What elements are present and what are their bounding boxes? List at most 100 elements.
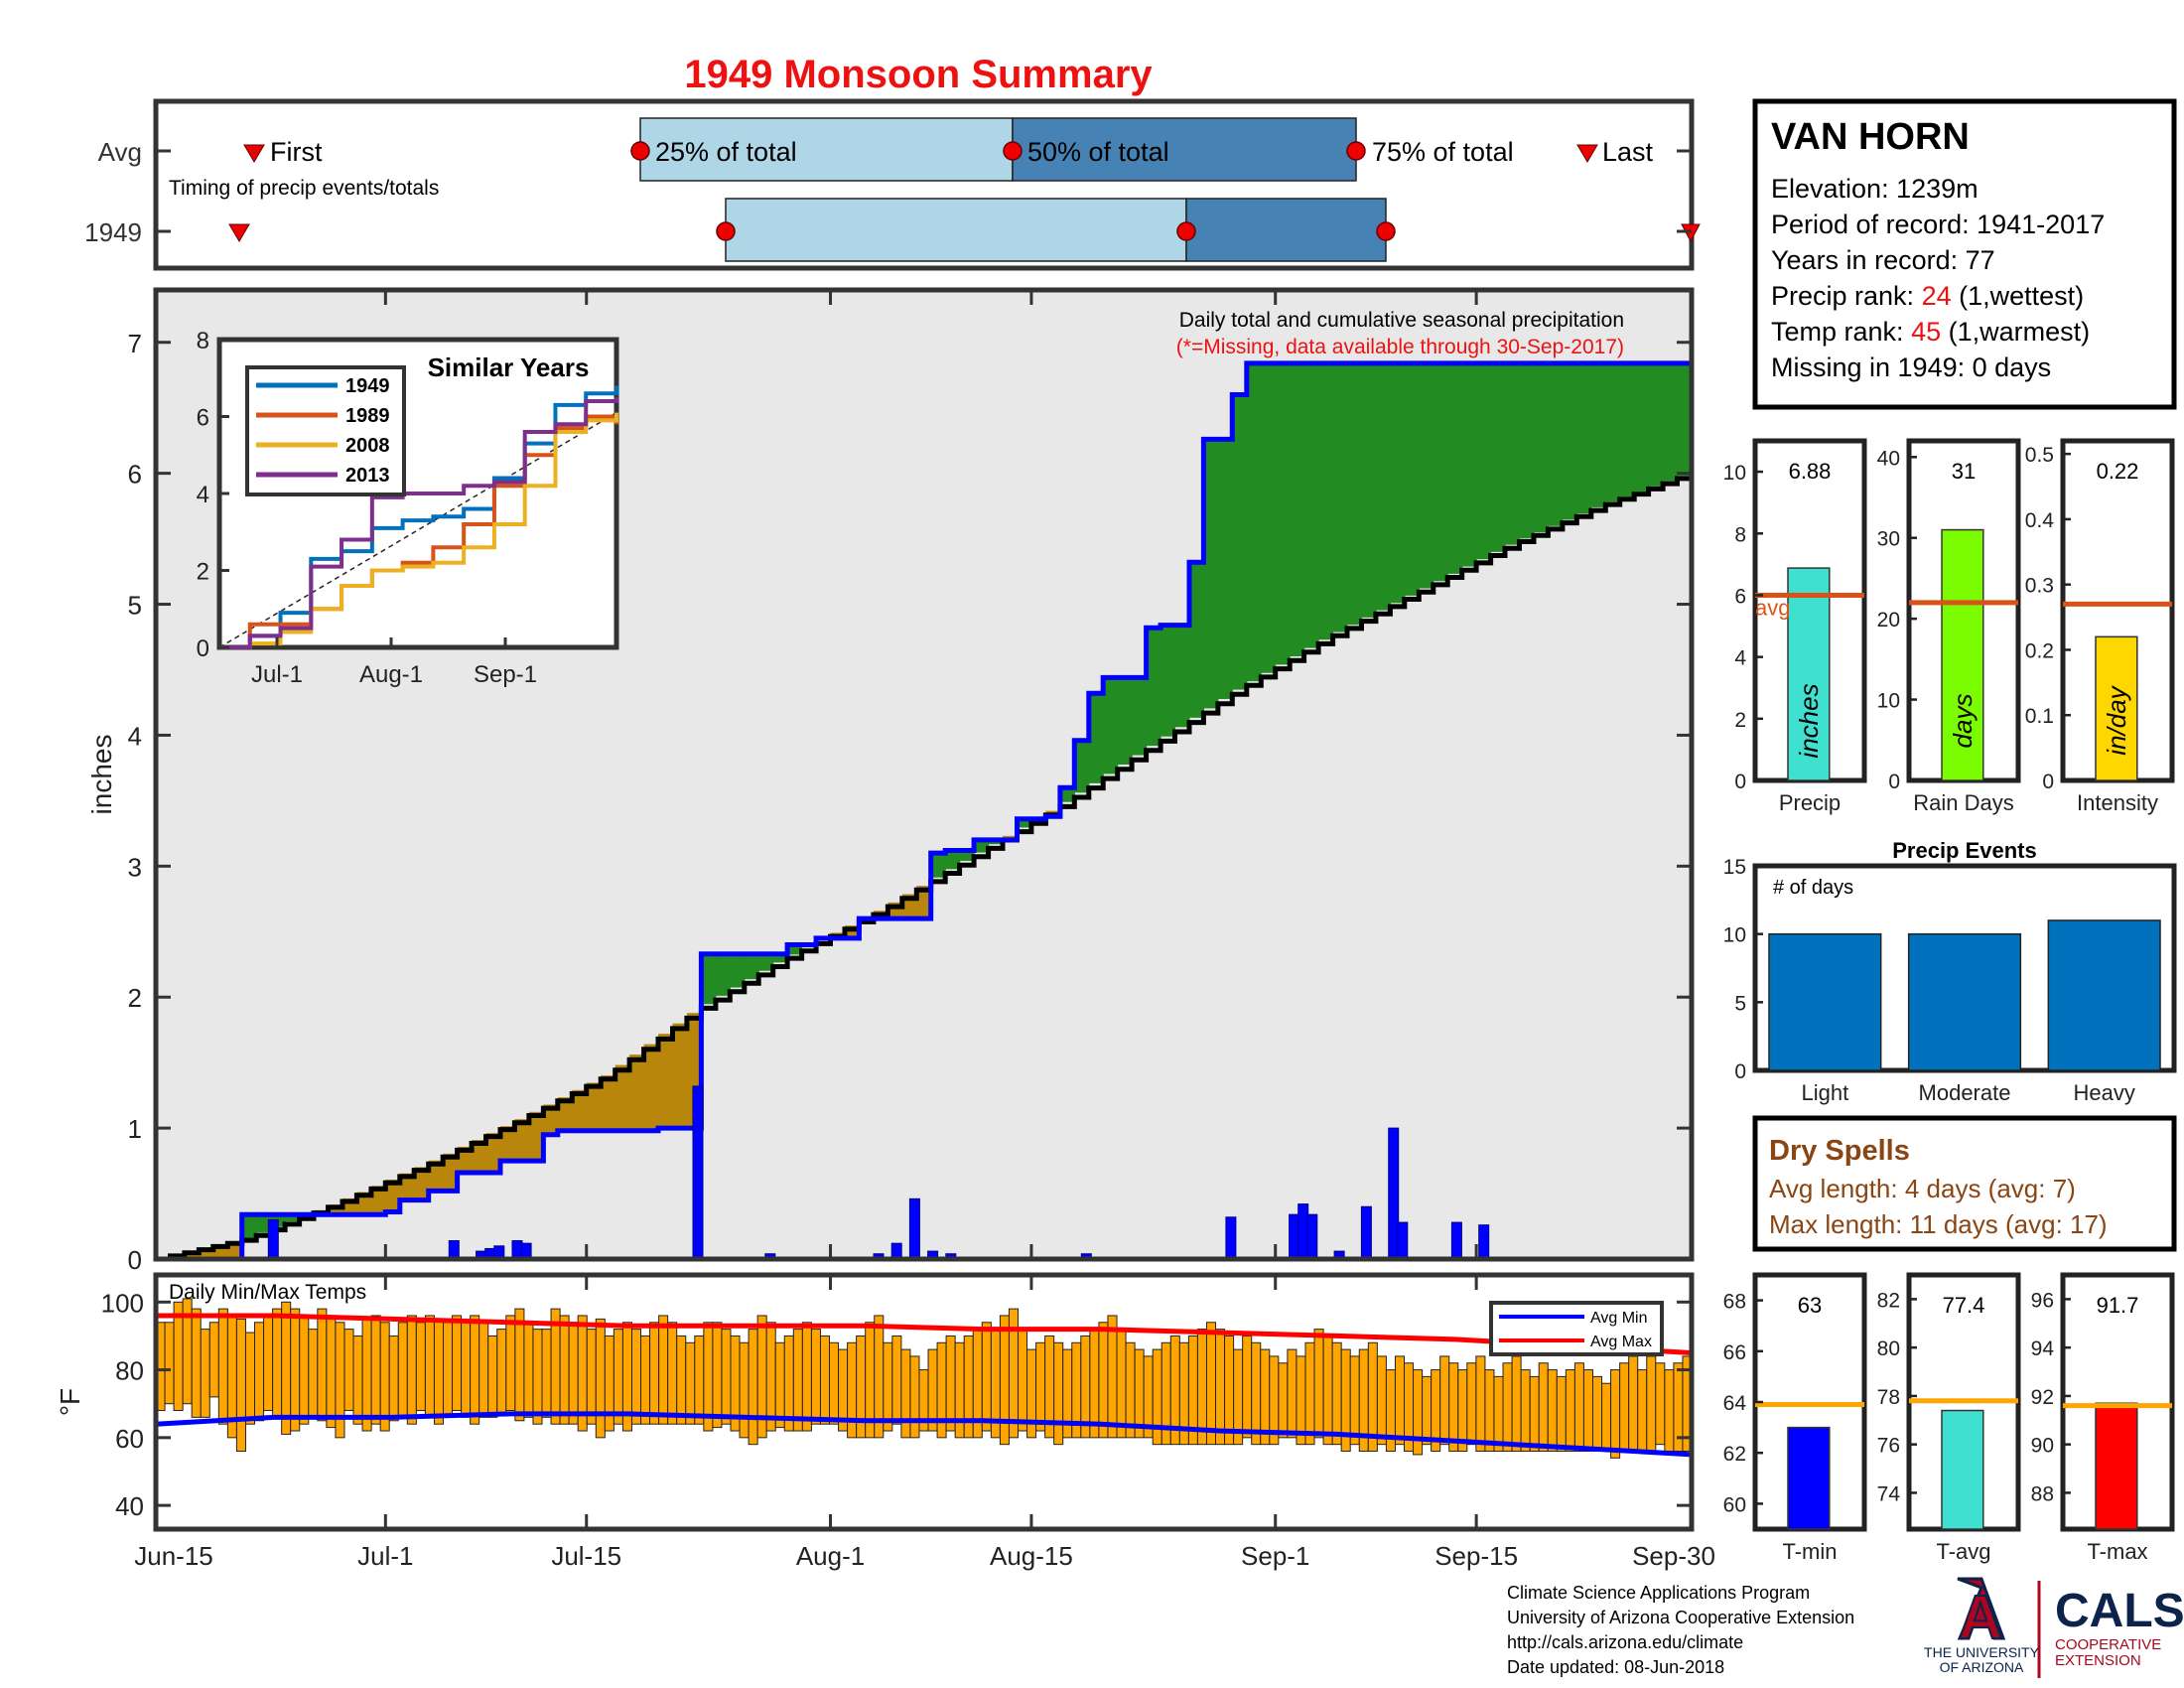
daily-temp-bar	[433, 1318, 444, 1425]
daily-temp-bar	[352, 1335, 363, 1425]
avg-first-marker	[243, 144, 265, 163]
daily-temp-bar	[244, 1332, 256, 1425]
daily-temp-bar	[640, 1335, 651, 1425]
legend-label-1989: 1989	[345, 405, 390, 427]
dry-spells-title: Dry Spells	[1769, 1135, 1910, 1167]
deficit-fill	[227, 1241, 243, 1259]
station-period: Period of record: 1941-2017	[1771, 210, 2105, 239]
year-p75-marker	[1376, 221, 1396, 241]
surplus-fill	[241, 1214, 257, 1239]
deficit-fill	[428, 1160, 444, 1192]
intensity-panel-bar	[2095, 635, 2138, 781]
daily-temp-bar	[568, 1322, 579, 1425]
xtick-label: Sep-30	[1632, 1541, 1715, 1571]
daily-temp-bar	[1547, 1369, 1558, 1452]
timing-panel: Avg 1949 Timing of precip events/totals …	[84, 98, 1701, 271]
surplus-fill	[930, 853, 946, 878]
daily-temp-bar	[1538, 1362, 1549, 1452]
tmax-panel-tick-label: 96	[2031, 1289, 2054, 1312]
surplus-fill	[1461, 362, 1477, 567]
daily-temp-bar	[685, 1341, 696, 1425]
surplus-fill	[1619, 362, 1635, 497]
events-category-label: Light	[1801, 1080, 1848, 1105]
tmax-panel-tick-label: 88	[2031, 1482, 2054, 1505]
precip-rank-line: Precip rank: 24 (1,wettest)	[1771, 281, 2084, 311]
surplus-fill	[1203, 439, 1219, 709]
intensity-panel-unit: in/day	[2102, 684, 2131, 755]
daily-temp-bar	[452, 1315, 463, 1412]
rain-days-panel-tick-label: 10	[1877, 690, 1900, 713]
avg-50-75-box	[1012, 117, 1357, 182]
cals-logo: CALS COOPERATIVE EXTENSION	[2055, 1585, 2184, 1669]
daily-temp-bar	[1475, 1355, 1486, 1452]
tmin-panel: 60 62 64 66 68 63 T-min	[1723, 1272, 1867, 1564]
precip-panel-tick-label: 8	[1734, 523, 1746, 546]
daily-temp-bar	[442, 1322, 454, 1418]
daily-precip-bar	[267, 1218, 279, 1260]
daily-temp-bar	[765, 1322, 776, 1432]
daily-temp-bar	[532, 1329, 543, 1425]
year-cumulative-line	[156, 357, 1695, 1262]
tmin-panel-bar	[1787, 1426, 1831, 1530]
tmin-panel-label: T-min	[1783, 1539, 1838, 1564]
events-bar-heavy	[2047, 919, 2161, 1071]
daily-temp-bar	[406, 1315, 417, 1425]
temp-ytick-label: 80	[115, 1356, 144, 1386]
deficit-fill	[557, 1097, 573, 1131]
daily-temp-bar	[200, 1329, 210, 1418]
daily-temp-bar	[191, 1308, 202, 1418]
deficit-fill	[543, 1104, 559, 1135]
tavg-panel: 74 76 78 80 82 77.4 T-avg	[1877, 1272, 2021, 1564]
daily-temp-bar	[1053, 1341, 1064, 1446]
temperature-chart: 40 60 80 100 Daily Min/Max Temps °F Avg Min…	[55, 1272, 1715, 1571]
daily-precip-bar	[1478, 1224, 1490, 1260]
events-tick-label: 15	[1723, 856, 1746, 879]
tmin-panel-tick-label: 64	[1723, 1392, 1747, 1415]
daily-precip-bar	[1397, 1221, 1409, 1260]
main-ytick-label: 1	[128, 1114, 142, 1144]
surplus-fill	[1318, 362, 1334, 640]
temp-title: Daily Min/Max Temps	[169, 1281, 366, 1304]
events-category-label: Moderate	[1919, 1080, 2011, 1105]
precip-panel-value-text: 6.88	[1789, 459, 1832, 484]
daily-temp-bar	[335, 1322, 345, 1439]
inset-series-1949	[219, 385, 618, 649]
deficit-fill	[528, 1111, 544, 1162]
surplus-fill	[1347, 362, 1363, 626]
daily-temp-bar	[397, 1322, 408, 1418]
daily-temp-bar	[1565, 1369, 1575, 1452]
tavg-panel-label: T-avg	[1936, 1539, 1990, 1564]
daily-temp-bar	[173, 1301, 184, 1412]
footer-line-1: Climate Science Applications Program	[1507, 1583, 1810, 1603]
precip-panel-unit: inches	[1794, 683, 1824, 758]
surplus-fill	[1447, 362, 1463, 574]
daily-temp-bar	[1511, 1355, 1522, 1452]
daily-temp-bar	[1242, 1335, 1253, 1439]
daily-temp-bar	[721, 1329, 732, 1425]
tavg-panel-bar	[1941, 1409, 1984, 1530]
p25-label: 25% of total	[655, 137, 797, 167]
avg-p50-marker	[1003, 141, 1023, 161]
page-title: 1949 Monsoon Summary	[684, 53, 1153, 96]
main-missing-note: (*=Missing, data available through 30-Se…	[1176, 336, 1624, 358]
deficit-fill	[514, 1119, 530, 1162]
daily-precip-bar	[1360, 1205, 1372, 1260]
xtick-label: Sep-1	[1241, 1541, 1309, 1571]
daily-temp-bar	[586, 1329, 597, 1425]
year-p50-marker	[1176, 221, 1196, 241]
surplus-fill	[715, 953, 731, 996]
daily-precip-bar	[908, 1197, 920, 1260]
deficit-fill	[443, 1153, 459, 1192]
surplus-fill	[1663, 362, 1679, 482]
precip-panel-tick-label: 2	[1734, 709, 1746, 732]
daily-temp-bar	[487, 1335, 498, 1418]
tmin-panel-tick-label: 66	[1723, 1341, 1746, 1364]
daily-temp-bar	[208, 1322, 219, 1398]
footer: Climate Science Applications Program Uni…	[1507, 1577, 2184, 1678]
surplus-fill	[1375, 362, 1391, 611]
daily-temp-bar	[1556, 1375, 1567, 1452]
avg-p75-marker	[1346, 141, 1366, 161]
deficit-fill	[614, 1064, 630, 1131]
daily-temp-bar	[667, 1322, 678, 1425]
